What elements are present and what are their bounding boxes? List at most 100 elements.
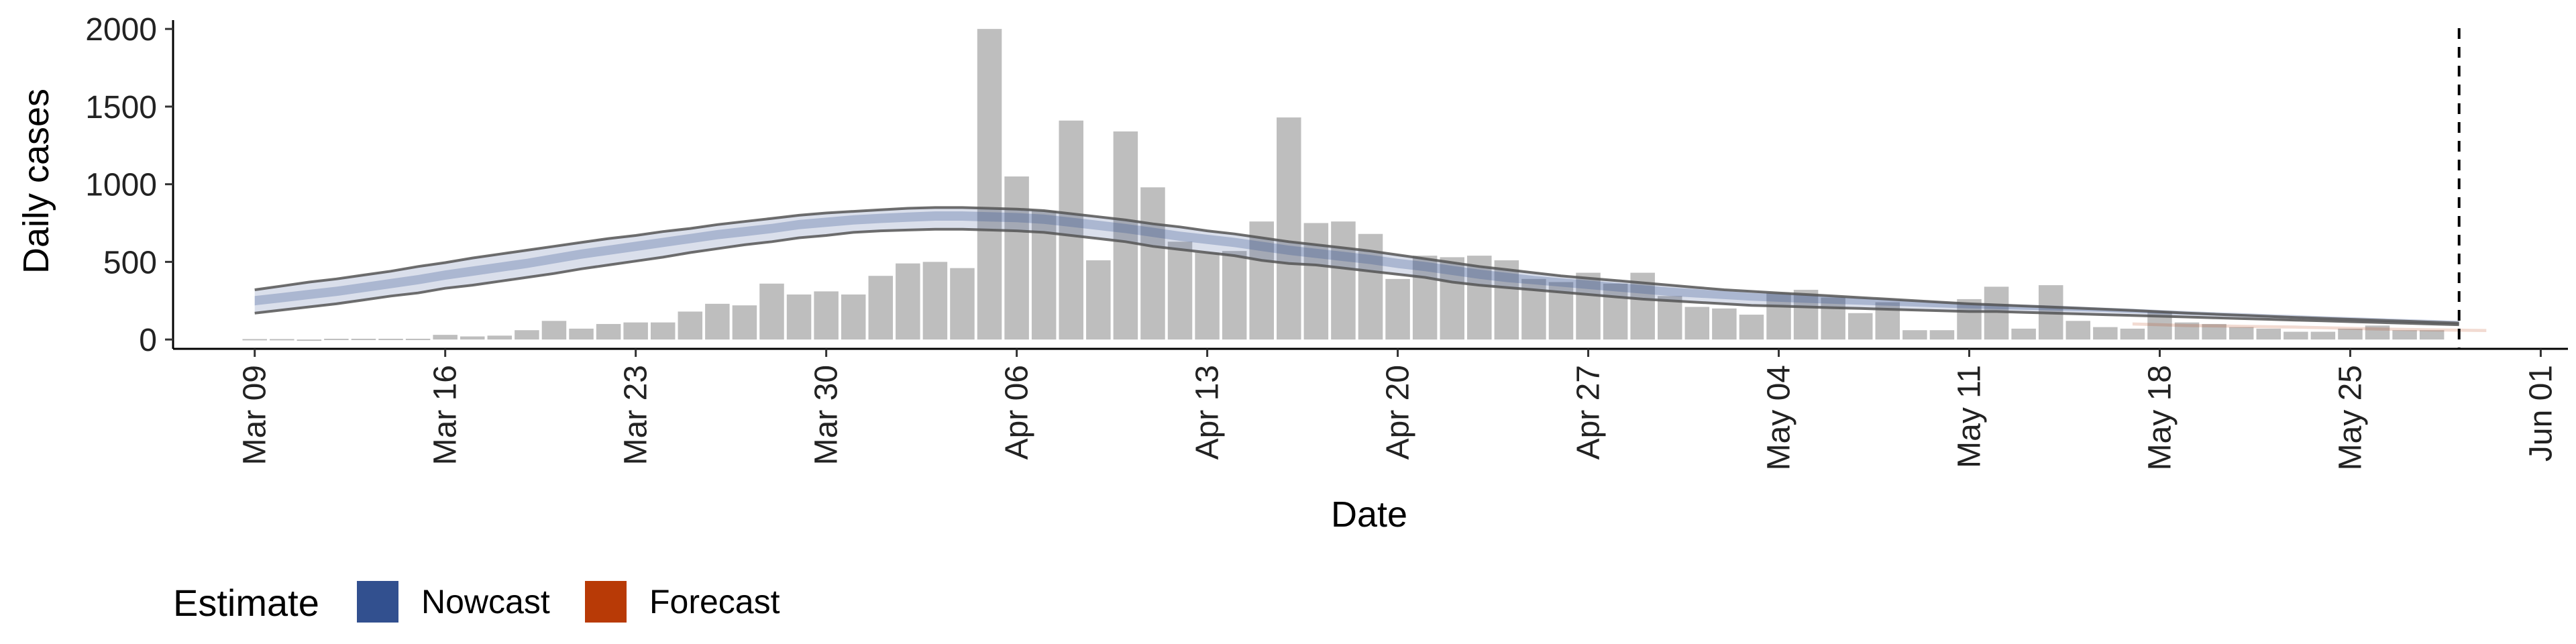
x-tick-label: Mar 16 [428,365,464,465]
y-tick-label: 2000 [85,12,157,48]
bar [786,294,812,340]
bar [2065,321,2091,340]
y-axis-title: Daily cases [16,89,56,274]
bar [1576,272,1601,340]
bar [1412,256,1438,340]
bar [1331,221,1356,340]
y-tick-label: 1000 [85,168,157,203]
x-tick-label: May 11 [1952,365,1988,468]
bar [2202,323,2226,340]
bar [1929,330,1955,340]
bar [1603,283,1628,340]
bar [1793,290,1819,340]
x-tick-label: Apr 13 [1190,365,1226,460]
x-tick-label: May 25 [2333,365,2369,470]
bar [460,336,485,340]
x-tick-label: Apr 27 [1571,365,1607,460]
bar [1766,292,1791,340]
bar [1821,297,1845,340]
y-tick-label: 0 [139,323,157,358]
bar [1059,120,1084,340]
x-axis-ticks: Mar 09 Mar 16 Mar 23 Mar 30 Apr 06 Apr 13 Apr … [237,349,2559,470]
bar [541,321,567,340]
bar [1222,251,1247,340]
bar [2174,322,2200,340]
bar [1712,308,1737,340]
forecast-ribbon-90 [2132,322,2487,332]
bar [351,338,376,340]
bar [650,322,676,340]
bar [1086,260,1111,340]
x-tick-label: Jun 01 [2523,365,2559,462]
bar [1167,241,1193,340]
bar [1847,313,1873,340]
bar [732,305,757,340]
bar [841,294,866,340]
bar [2256,328,2282,340]
x-tick-label: Apr 20 [1381,365,1416,460]
bar [2419,330,2445,340]
bar [1739,315,1764,340]
x-tick-label: Apr 06 [1000,365,1035,460]
bar [1385,278,1410,340]
bar [2093,327,2118,340]
y-tick-label: 500 [103,245,157,280]
bar [868,276,894,340]
bar [2365,325,2390,340]
bar [2120,328,2145,340]
bar [1113,131,1138,340]
bar [678,311,703,340]
bar [515,330,539,340]
x-tick-label: May 18 [2143,365,2178,470]
legend-swatch-nowcast [357,581,398,623]
bar [2284,331,2308,340]
bar [324,338,349,340]
bar [950,268,975,340]
nowcast-upper-line [254,206,2459,325]
bar [487,335,513,340]
x-axis-title: Date [1331,494,1407,535]
nowcast-ribbon-90 [254,207,2459,325]
legend-label-forecast: Forecast [649,583,780,621]
x-tick-label: Mar 30 [809,365,845,465]
bar [1195,252,1220,340]
y-tick-label: 1500 [85,90,157,125]
legend-title: Estimate [173,582,319,624]
legend-label-nowcast: Nowcast [421,583,550,621]
bar [922,262,948,340]
bar [569,328,594,340]
x-tick-label: Mar 09 [237,365,273,465]
x-tick-label: May 04 [1762,365,1797,470]
bar [2011,328,2036,340]
bar [1902,330,1927,340]
bars-layer [242,29,2445,341]
nowcast-lower-line [254,227,2459,327]
bar [623,322,648,340]
bar [2338,328,2363,340]
bar [896,263,920,340]
bar [814,291,839,340]
legend: Estimate Nowcast Forecast [173,581,780,624]
bar [2310,331,2336,340]
bar [2229,327,2254,340]
y-axis-ticks: 0 500 1000 1500 2000 [85,12,173,358]
bar [1657,296,1682,340]
bar [759,283,784,340]
bar [242,339,267,341]
bar [1684,307,1710,340]
bar [1494,260,1519,340]
bar [1467,256,1492,340]
bar [297,339,322,341]
bar [433,335,458,340]
bar [1957,299,1982,340]
bar [1303,223,1329,340]
bar [1277,117,1301,340]
bar [1140,187,1165,340]
bar [270,339,294,341]
bar [596,323,621,340]
bar [405,338,431,340]
bar [705,303,730,340]
bar [1249,221,1274,340]
bar [378,338,403,340]
bar [977,29,1002,340]
